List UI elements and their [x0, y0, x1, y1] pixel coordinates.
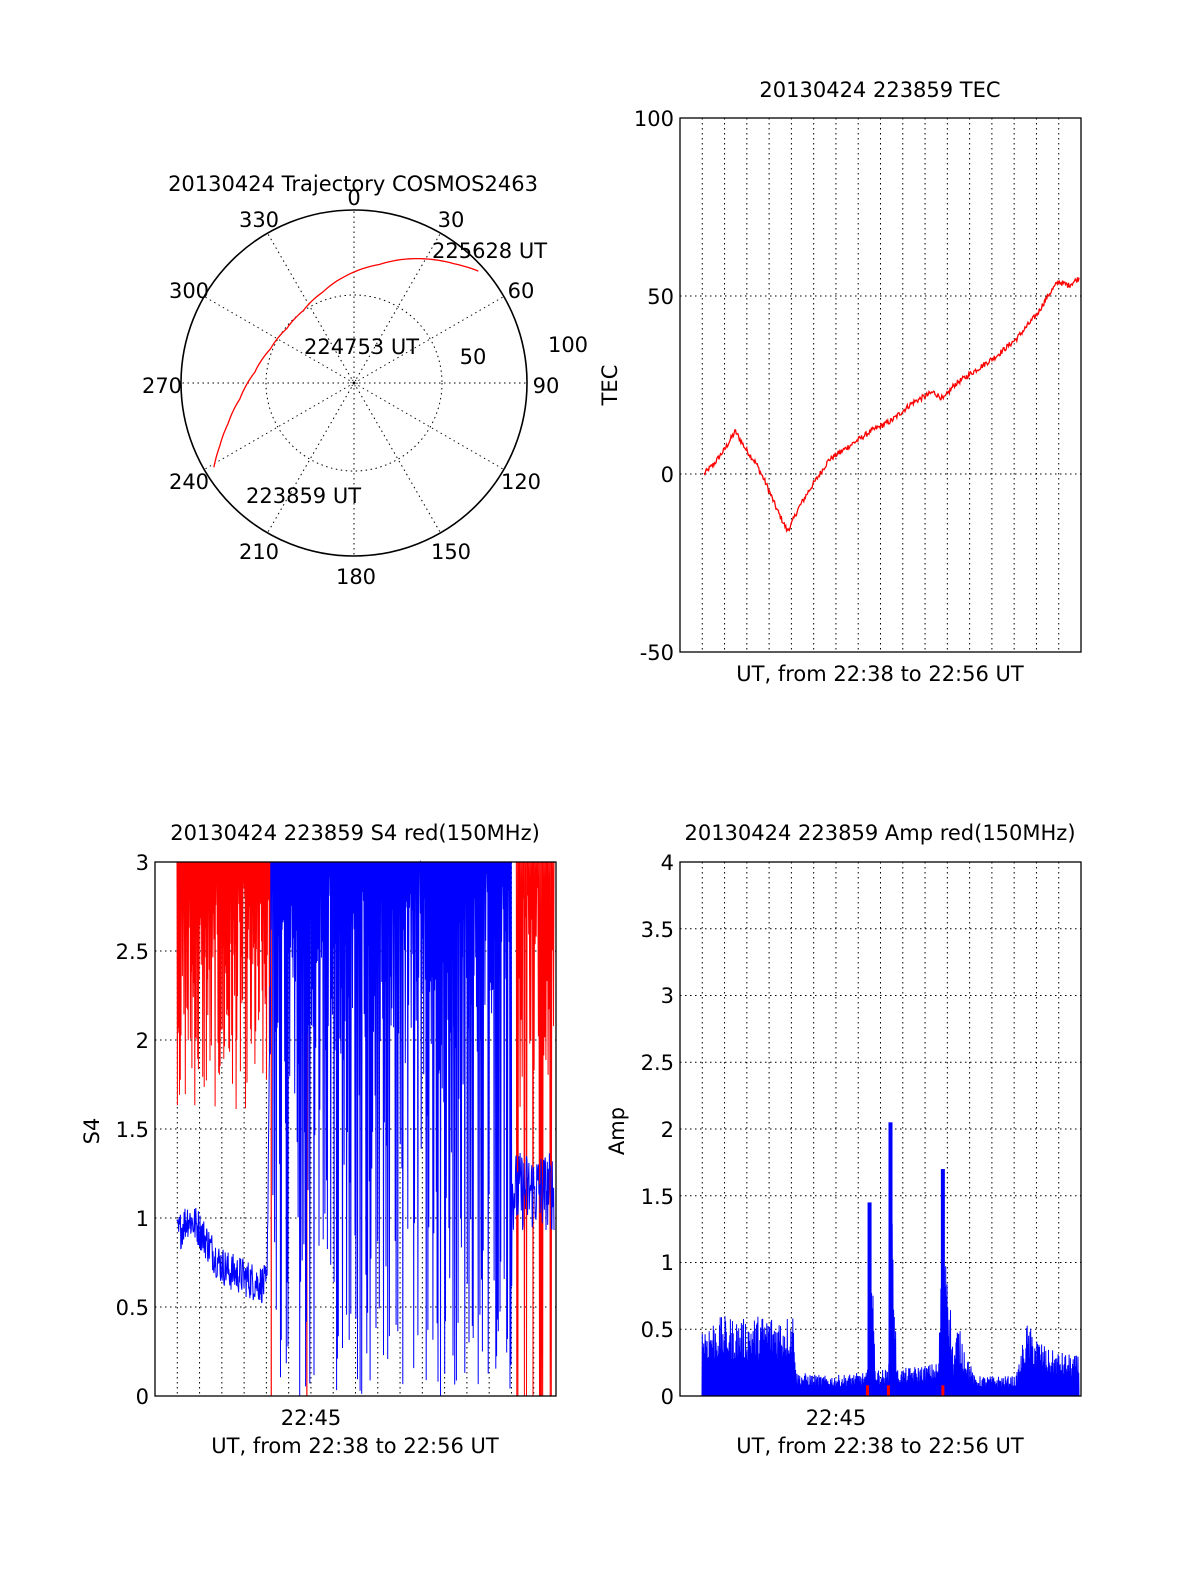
s4-ytick-2.5: 2.5: [116, 940, 149, 964]
az-label-180: 180: [336, 565, 376, 589]
azimuth-spoke-240: [203, 382, 355, 470]
amp-xtick-2245: 22:45: [806, 1406, 867, 1430]
s4-x-axis-label: UT, from 22:38 to 22:56 UT: [211, 1434, 499, 1458]
az-label-150: 150: [431, 540, 471, 564]
trajectory-title: 20130424 Trajectory COSMOS2463: [168, 172, 538, 196]
tec-ytick-100: 100: [634, 107, 674, 131]
amp-red-mark-0: [865, 1385, 869, 1396]
s4-data: [176, 860, 555, 1397]
mid-time-annotation: 224753 UT: [304, 335, 419, 359]
tec-ytick-neg50: -50: [640, 641, 674, 665]
trajectory-polar-panel: 20130424 Trajectory COSMOS2463 0 30 60 9…: [142, 172, 588, 589]
zenith-mark: [350, 379, 358, 387]
amp-ytick-2.5: 2.5: [641, 1051, 674, 1075]
polar-grid: [181, 210, 527, 556]
tec-y-ticks: 100 50 0 -50: [634, 107, 674, 665]
tec-x-axis-label: UT, from 22:38 to 22:56 UT: [736, 662, 1024, 686]
az-label-0: 0: [347, 186, 360, 210]
trajectory-path: [213, 257, 479, 468]
amp-peak-2: [940, 1169, 945, 1396]
azimuth-spoke-300: [203, 296, 355, 384]
tec-title: 20130424 223859 TEC: [759, 78, 1000, 102]
s4-panel: 20130424 223859 S4 red(150MHz) 3 2.5 2 1…: [80, 821, 557, 1458]
amp-ytick-3.5: 3.5: [641, 918, 674, 942]
amp-data: [701, 1122, 1080, 1397]
azimuth-spoke-150: [353, 382, 441, 534]
azimuth-spoke-120: [353, 382, 505, 470]
radius-label-100: 100: [548, 333, 588, 357]
amp-panel: 20130424 223859 Amp red(150MHz) 4 3.5 3 …: [605, 821, 1082, 1458]
tec-series-line: [703, 277, 1080, 534]
amp-x-axis-label: UT, from 22:38 to 22:56 UT: [736, 1434, 1024, 1458]
amp-red-mark-1: [886, 1385, 890, 1396]
tec-plot-frame: [679, 117, 1082, 653]
azimuth-spoke-60: [353, 296, 505, 384]
az-label-240: 240: [169, 470, 209, 494]
azimuth-spoke-30: [353, 232, 441, 384]
az-label-210: 210: [239, 540, 279, 564]
s4-ytick-0.5: 0.5: [116, 1296, 149, 1320]
radius-label-50: 50: [460, 345, 487, 369]
s4-ytick-0: 0: [136, 1385, 149, 1409]
amp-y-ticks: 4 3.5 3 2.5 2 1.5 1 0.5 0: [641, 851, 674, 1409]
tec-grid: [680, 118, 1081, 652]
s4-ytick-1.5: 1.5: [116, 1118, 149, 1142]
s4-red-series-early: [176, 861, 272, 1110]
tec-ytick-0: 0: [661, 463, 674, 487]
amp-ytick-4: 4: [661, 851, 674, 875]
az-label-30: 30: [438, 208, 465, 232]
amp-ytick-3: 3: [661, 984, 674, 1008]
amp-ytick-1.5: 1.5: [641, 1185, 674, 1209]
s4-ytick-1: 1: [136, 1207, 149, 1231]
s4-title: 20130424 223859 S4 red(150MHz): [170, 821, 540, 845]
s4-ytick-3: 3: [136, 851, 149, 875]
start-time-annotation: 223859 UT: [246, 484, 361, 508]
amp-red-mark-2: [941, 1385, 945, 1396]
amp-ytick-0.5: 0.5: [641, 1318, 674, 1342]
az-label-90: 90: [533, 374, 560, 398]
amp-ytick-1: 1: [661, 1251, 674, 1275]
s4-y-ticks: 3 2.5 2 1.5 1 0.5 0: [116, 851, 149, 1409]
horizon-circle: [180, 209, 528, 557]
amp-ytick-2: 2: [661, 1118, 674, 1142]
az-label-120: 120: [501, 470, 541, 494]
az-label-270: 270: [142, 374, 182, 398]
tec-ytick-50: 50: [647, 285, 674, 309]
amp-peak-0: [867, 1202, 872, 1396]
tec-panel: 20130424 223859 TEC 100 50 0 -50 TEC UT,…: [598, 78, 1082, 686]
tec-y-axis-label: TEC: [598, 365, 622, 407]
azimuth-spoke-210: [267, 382, 355, 534]
end-time-annotation: 225628 UT: [432, 239, 547, 263]
az-label-60: 60: [508, 279, 535, 303]
amp-title: 20130424 223859 Amp red(150MHz): [684, 821, 1075, 845]
s4-ytick-2: 2: [136, 1029, 149, 1053]
s4-xtick-2245: 22:45: [281, 1406, 342, 1430]
s4-plot-frame: [154, 861, 557, 1397]
az-label-330: 330: [239, 208, 279, 232]
azimuth-spoke-330: [267, 232, 355, 384]
amp-y-axis-label: Amp: [605, 1107, 629, 1155]
amp-grid: [680, 862, 1081, 1396]
amp-peak-1: [888, 1122, 893, 1396]
s4-y-axis-label: S4: [80, 1118, 104, 1145]
elevation-ring: [265, 294, 443, 472]
az-label-300: 300: [169, 279, 209, 303]
amp-ytick-0: 0: [661, 1385, 674, 1409]
azimuth-labels: 0 30 60 90 120 150 180 210 240 270 300 3…: [142, 186, 588, 589]
amp-plot-frame: [679, 861, 1082, 1397]
s4-red-series-late: [515, 861, 555, 1397]
